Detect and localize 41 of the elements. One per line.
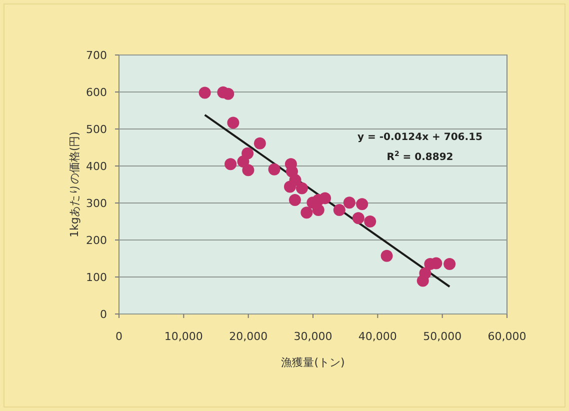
point <box>300 206 313 219</box>
y-tick-label: 400 <box>86 160 107 173</box>
point <box>254 137 266 150</box>
point <box>268 163 280 176</box>
x-tick-label: 30,000 <box>294 330 332 343</box>
x-tick-label: 0 <box>116 330 122 343</box>
y-axis-title: 1kgあたりの価格(円) <box>68 132 81 238</box>
x-tick-label: 40,000 <box>358 330 397 343</box>
point <box>419 267 432 280</box>
point <box>198 86 211 99</box>
point <box>444 258 456 270</box>
y-tick-label: 200 <box>86 234 107 247</box>
y-tick-label: 100 <box>86 271 107 284</box>
point <box>319 192 332 204</box>
y-tick-label: 600 <box>86 86 107 99</box>
point <box>289 174 302 186</box>
x-tick-label: 60,000 <box>488 330 526 343</box>
y-tick-label: 700 <box>86 49 107 62</box>
y-tick-label: 0 <box>100 308 107 321</box>
x-axis-title: 漁獲量(トン) <box>281 356 345 369</box>
point <box>222 88 234 100</box>
point <box>333 204 346 216</box>
point <box>352 212 364 224</box>
annotation: y = -0.0124x + 706.15 <box>358 132 483 143</box>
x-tick-label: 20,000 <box>229 330 268 343</box>
y-tick-label: 300 <box>86 197 107 210</box>
x-tick-label: 50,000 <box>423 330 462 343</box>
point <box>380 250 393 262</box>
point <box>356 198 368 210</box>
point <box>288 194 301 206</box>
point <box>227 116 240 129</box>
point <box>296 182 308 194</box>
x-tick-label: 10,000 <box>164 330 203 343</box>
point <box>224 158 237 170</box>
y-tick-label: 500 <box>86 123 107 136</box>
point <box>242 164 254 176</box>
point <box>312 204 324 216</box>
point <box>237 156 250 168</box>
annotation: R$^{2}$ = 0.8892 <box>386 150 454 163</box>
point <box>343 196 356 209</box>
point <box>364 216 376 228</box>
